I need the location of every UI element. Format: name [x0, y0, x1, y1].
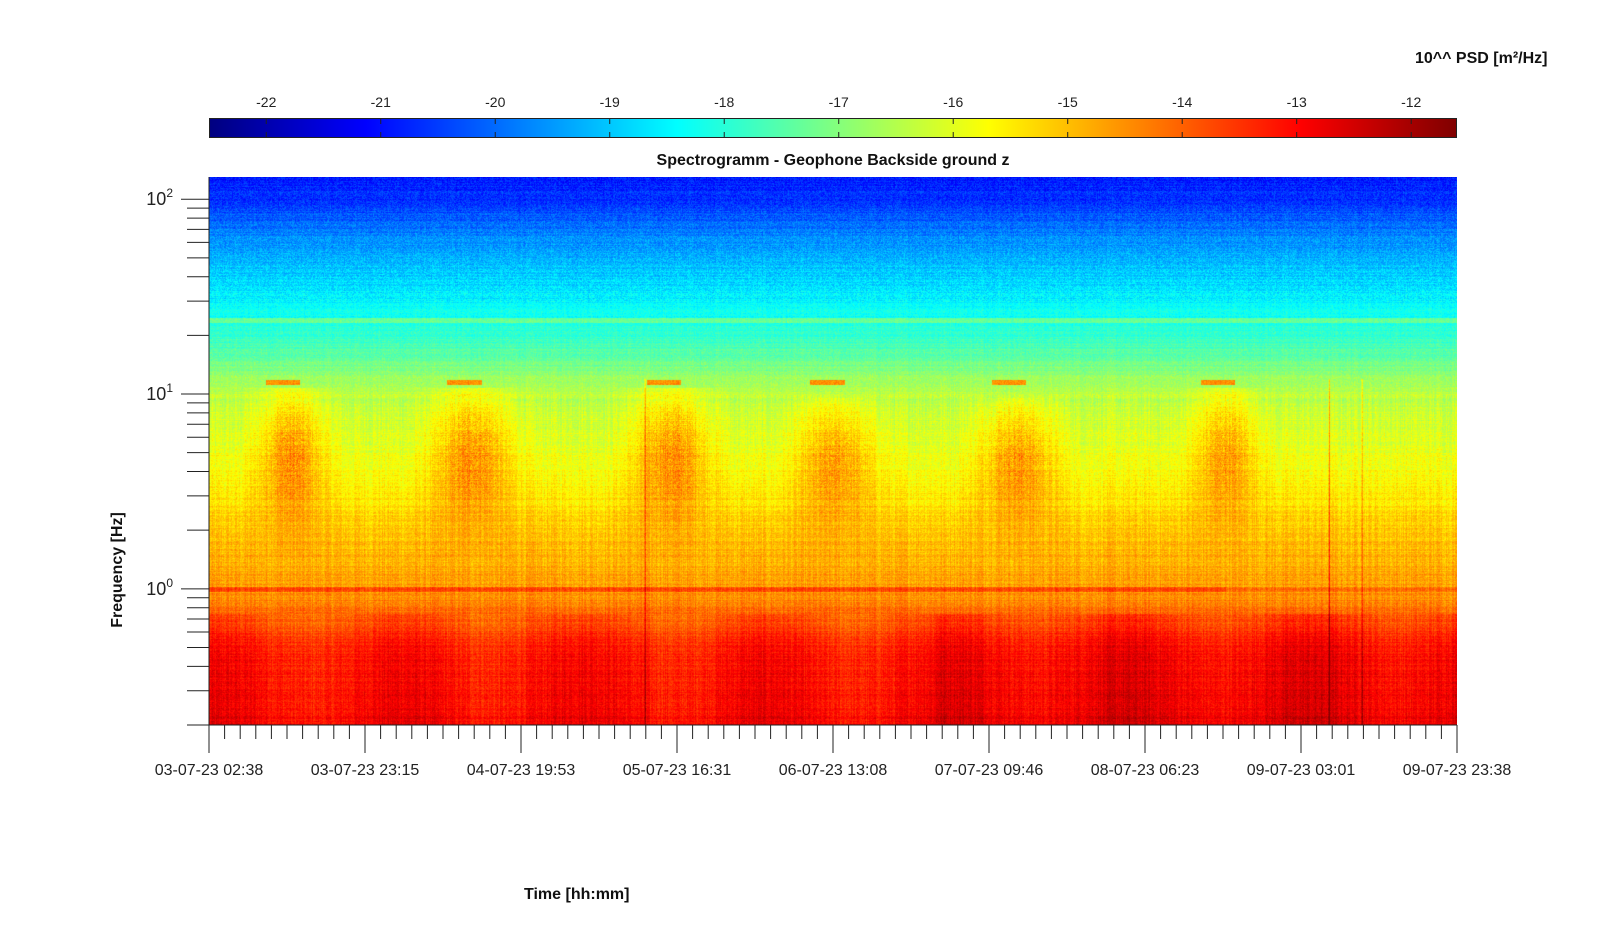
x-tick-label: 03-07-23 23:15 — [311, 762, 420, 779]
y-tick-label: 101 — [146, 381, 173, 404]
x-tick-label: 03-07-23 02:38 — [155, 762, 264, 779]
colorbar-tick-label: -15 — [1057, 94, 1078, 110]
x-axis-label: Time [hh:mm] — [524, 886, 630, 903]
chart-title: Spectrogramm - Geophone Backside ground … — [656, 152, 1010, 169]
spectrogram-plot-area[interactable] — [209, 177, 1457, 725]
x-tick-label: 05-07-23 16:31 — [623, 762, 732, 779]
colorbar-tick-label: -22 — [256, 94, 277, 110]
colorbar-tick-label: -17 — [828, 94, 849, 110]
y-tick-label: 100 — [146, 576, 173, 599]
x-tick-label: 06-07-23 13:08 — [779, 762, 888, 779]
colorbar-tick-label: -19 — [599, 94, 620, 110]
colorbar-tick-label: -16 — [943, 94, 964, 110]
colorbar-tick-label: -20 — [485, 94, 506, 110]
colorbar-tick-label: -12 — [1401, 94, 1422, 110]
x-tick-label: 09-07-23 03:01 — [1247, 762, 1356, 779]
y-tick-label: 102 — [146, 186, 173, 209]
colorbar-tick-label: -14 — [1172, 94, 1193, 110]
x-tick-label: 04-07-23 19:53 — [467, 762, 576, 779]
colorbar-tick-labels: -22 -21 -20 -19 -18 -17 -16 -15 -14 -13 -12 — [0, 0, 1600, 120]
colorbar-unit-label: 10^^ PSD [m²/Hz] — [1415, 50, 1548, 67]
colorbar-tick-label: -13 — [1286, 94, 1307, 110]
spectrogram-heatmap[interactable] — [209, 177, 1457, 725]
x-tick-label: 08-07-23 06:23 — [1091, 762, 1200, 779]
y-axis-label: Frequency [Hz] — [109, 512, 126, 628]
x-tick-label: 07-07-23 09:46 — [935, 762, 1044, 779]
x-tick-label: 09-07-23 23:38 — [1403, 762, 1512, 779]
colorbar-tick-label: -21 — [370, 94, 391, 110]
colorbar-tick-label: -18 — [714, 94, 735, 110]
colorbar — [209, 118, 1457, 138]
